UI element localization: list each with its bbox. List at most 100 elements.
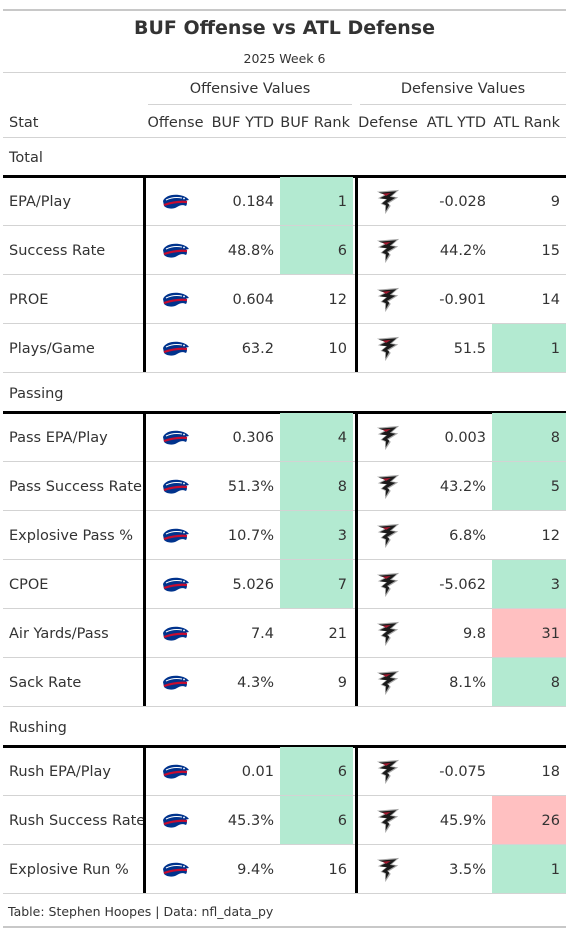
- col-header-offense: Offense: [147, 115, 204, 131]
- stat-label-cell: CPOE: [9, 576, 49, 593]
- defense-column-rule: [355, 411, 358, 706]
- offense-column-rule: [143, 411, 146, 706]
- atl-ytd-cell: 44.2%: [439, 242, 486, 259]
- offense-column-rule: [143, 175, 146, 372]
- atl-ytd-cell: -0.901: [439, 291, 486, 308]
- group-header-passing: Passing: [9, 386, 64, 402]
- buf-ytd-cell: 0.604: [232, 291, 274, 308]
- buffalo-bills-logo-icon: [143, 658, 208, 707]
- col-header-buf-rank: BUF Rank: [280, 115, 350, 131]
- row-divider: [3, 372, 566, 373]
- stat-label-cell: EPA/Play: [9, 193, 72, 210]
- atl-rank-cell: 8: [492, 658, 566, 707]
- falcons-logo-icon: [356, 462, 420, 511]
- buf-rank-cell: 12: [328, 291, 347, 308]
- falcons-logo-icon: [356, 845, 420, 894]
- atl-ytd-cell: 45.9%: [439, 812, 486, 829]
- atl-ytd-cell: 6.8%: [449, 527, 486, 544]
- stat-label-cell: Air Yards/Pass: [9, 625, 109, 642]
- atl-ytd-cell: 3.5%: [449, 861, 486, 878]
- atl-rank-cell: 15: [541, 242, 560, 259]
- stat-label-cell: Explosive Run %: [9, 861, 129, 878]
- buf-ytd-cell: 51.3%: [227, 478, 274, 495]
- buf-ytd-cell: 63.2: [241, 340, 274, 357]
- falcons-logo-icon: [356, 226, 420, 275]
- buffalo-bills-logo-icon: [143, 511, 208, 560]
- buf-rank-cell: 16: [328, 861, 347, 878]
- buf-rank-cell: 9: [337, 674, 347, 691]
- buf-rank-cell: 4: [280, 413, 353, 462]
- falcons-logo-icon: [356, 177, 420, 226]
- bottom-border: [3, 926, 566, 928]
- buffalo-bills-logo-icon: [143, 413, 208, 462]
- buffalo-bills-logo-icon: [143, 845, 208, 894]
- atl-rank-cell: 26: [492, 796, 566, 845]
- buf-ytd-cell: 9.4%: [237, 861, 274, 878]
- buf-ytd-cell: 5.026: [232, 576, 274, 593]
- buf-ytd-cell: 0.184: [232, 193, 274, 210]
- stat-label-cell: Explosive Pass %: [9, 527, 134, 544]
- stat-label-cell: Rush EPA/Play: [9, 763, 111, 780]
- atl-rank-cell: 12: [541, 527, 560, 544]
- col-header-buf-ytd: BUF YTD: [211, 115, 274, 131]
- buf-rank-cell: 8: [280, 462, 353, 511]
- atl-ytd-cell: 8.1%: [449, 674, 486, 691]
- stat-label-cell: Plays/Game: [9, 340, 95, 357]
- falcons-logo-icon: [356, 747, 420, 796]
- atl-rank-cell: 18: [541, 763, 560, 780]
- falcons-logo-icon: [356, 324, 420, 373]
- atl-rank-cell: 1: [492, 324, 566, 373]
- defense-spanner: Defensive Values: [400, 81, 526, 97]
- buf-ytd-cell: 0.306: [232, 429, 274, 446]
- stat-label-cell: PROE: [9, 291, 49, 308]
- stat-label-cell: Pass EPA/Play: [9, 429, 108, 446]
- buf-rank-cell: 3: [280, 511, 353, 560]
- table-subtitle: 2025 Week 6: [243, 51, 326, 66]
- falcons-logo-icon: [356, 560, 420, 609]
- atl-ytd-cell: -0.075: [439, 763, 486, 780]
- falcons-logo-icon: [356, 658, 420, 707]
- stat-label-cell: Rush Success Rate: [9, 812, 146, 829]
- falcons-logo-icon: [356, 796, 420, 845]
- table-title: BUF Offense vs ATL Defense: [133, 17, 436, 39]
- row-divider: [3, 706, 566, 707]
- row-divider: [3, 559, 566, 560]
- atl-ytd-cell: 0.003: [444, 429, 486, 446]
- buffalo-bills-logo-icon: [143, 747, 208, 796]
- buffalo-bills-logo-icon: [143, 177, 208, 226]
- buf-ytd-cell: 7.4: [250, 625, 274, 642]
- buf-rank-cell: 6: [280, 747, 353, 796]
- defense-column-rule: [355, 745, 358, 893]
- falcons-logo-icon: [356, 609, 420, 658]
- atl-rank-cell: 8: [492, 413, 566, 462]
- atl-rank-cell: 1: [492, 845, 566, 894]
- falcons-logo-icon: [356, 275, 420, 324]
- group-header-total: Total: [9, 150, 43, 166]
- defense-column-rule: [355, 175, 358, 372]
- row-divider: [3, 795, 566, 796]
- title-divider: [3, 72, 566, 73]
- stat-label-cell: Pass Success Rate: [9, 478, 142, 495]
- defense-spanner-rule: [360, 104, 566, 105]
- atl-rank-cell: 9: [550, 193, 560, 210]
- buf-rank-cell: 6: [280, 226, 353, 275]
- buf-rank-cell: 1: [280, 177, 353, 226]
- atl-rank-cell: 3: [492, 560, 566, 609]
- top-border: [3, 9, 566, 11]
- buf-ytd-cell: 45.3%: [227, 812, 274, 829]
- atl-ytd-cell: -0.028: [439, 193, 486, 210]
- col-header-atl-ytd: ATL YTD: [426, 115, 486, 131]
- group-rule: [3, 411, 566, 414]
- buf-rank-cell: 7: [280, 560, 353, 609]
- buf-ytd-cell: 48.8%: [227, 242, 274, 259]
- atl-ytd-cell: 51.5: [453, 340, 486, 357]
- row-divider: [3, 510, 566, 511]
- buf-ytd-cell: 0.01: [241, 763, 274, 780]
- offense-column-rule: [143, 745, 146, 893]
- buffalo-bills-logo-icon: [143, 462, 208, 511]
- buffalo-bills-logo-icon: [143, 560, 208, 609]
- group-rule: [3, 175, 566, 178]
- column-header-divider: [3, 137, 566, 138]
- buffalo-bills-logo-icon: [143, 226, 208, 275]
